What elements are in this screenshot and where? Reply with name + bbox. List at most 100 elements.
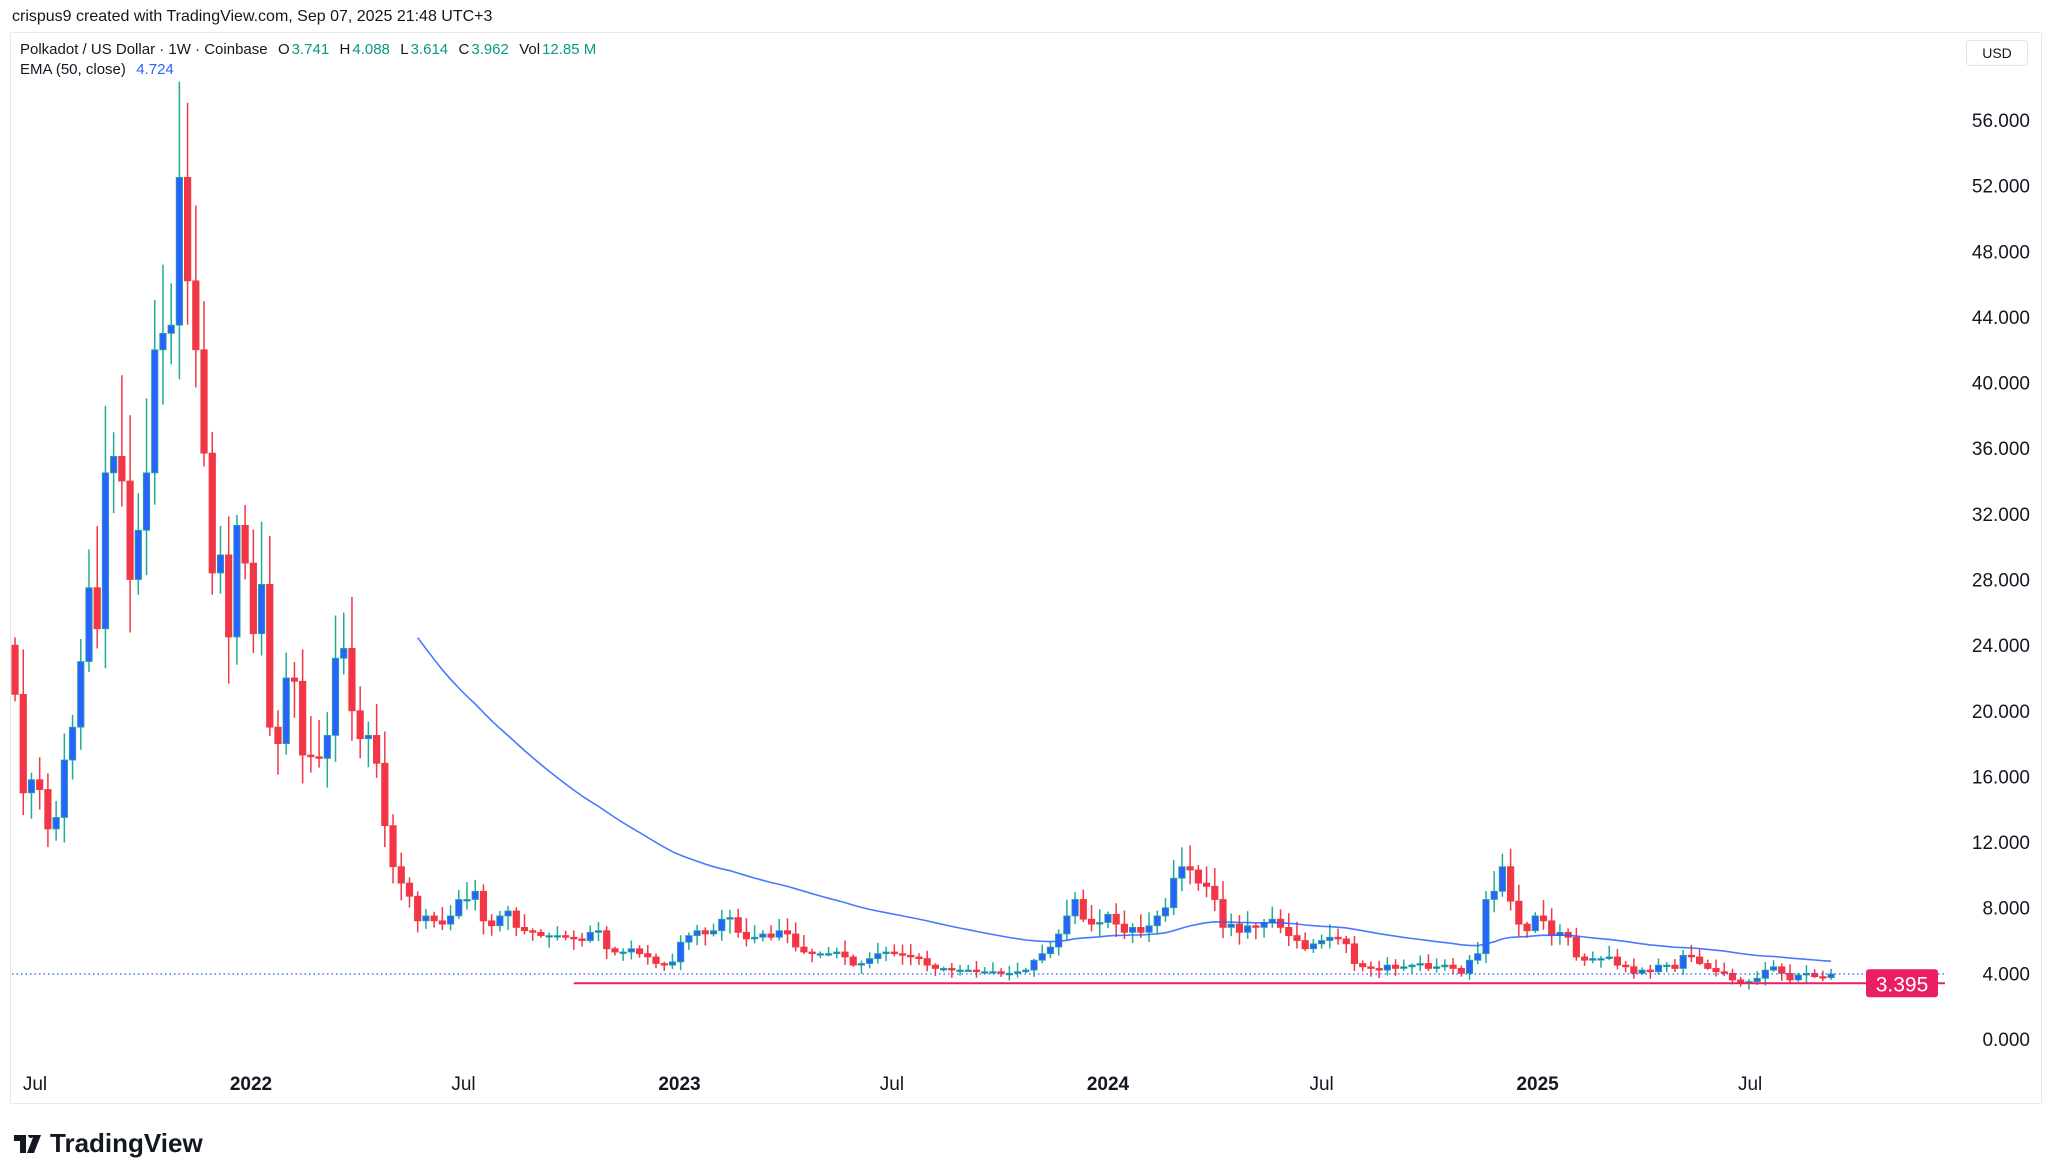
candle-up [1679,954,1687,969]
candle-up [866,958,874,964]
candle-up [816,953,824,956]
candle-up [85,587,93,662]
candle-up [726,917,734,920]
candle-down [611,948,619,953]
candle-down [405,882,414,897]
candle-down [241,524,249,564]
candle-down [800,946,808,953]
candle-down [11,644,19,695]
candle-up [685,935,693,943]
candle-up [874,953,882,959]
candle-down [438,920,446,925]
candle-up [989,971,997,974]
candle-down [742,931,750,940]
candle-up [471,890,479,900]
candle-down [1819,976,1827,979]
candle-up [151,349,159,474]
candle-down [1515,900,1523,925]
candle-up [1309,943,1317,950]
y-tick-label: 16.000 [1972,767,2030,788]
candle-up [364,735,372,740]
candle-down [997,971,1005,974]
candle-up [1589,958,1597,961]
ema-value: 4.724 [136,61,174,78]
candle-down [1622,964,1630,968]
candle-up [1046,946,1055,955]
candle-up [1145,925,1153,933]
candle-down [1523,923,1531,932]
x-tick-label: 2022 [230,1074,272,1095]
x-tick-label: Jul [1309,1074,1333,1095]
y-tick-label: 20.000 [1972,702,2030,723]
candle-up [627,948,635,953]
candle-down [1786,972,1794,981]
y-tick-label: 28.000 [1972,571,2030,592]
candle-up [504,910,512,917]
candle-down [1630,966,1638,974]
candle-down [1334,936,1342,940]
candle-up [142,472,151,531]
candle-down [652,956,660,964]
candle-down [479,890,488,922]
currency-button[interactable]: USD [1966,40,2028,66]
candle-up [1013,971,1022,974]
support-price-label: 3.395 [1876,973,1929,996]
candle-up [882,951,890,955]
y-tick-label: 32.000 [1972,505,2030,526]
candle-down [430,915,438,922]
candle-up [1096,922,1104,925]
y-tick-label: 48.000 [1972,242,2030,263]
candle-down [373,735,381,764]
candle-up [1318,940,1326,945]
candle-down [1087,918,1096,925]
low-value: 3.614 [410,41,449,58]
open-value: 3.741 [291,41,330,58]
candle-down [1572,936,1580,958]
candle-up [775,930,783,938]
candle-up [668,961,677,966]
candle-down [660,963,668,966]
candle-up [1753,977,1761,982]
candle-up [1416,963,1424,966]
candle-up [857,963,866,966]
candle-down [1285,927,1293,937]
symbol-title[interactable]: Polkadot / US Dollar · 1W · Coinbase [20,41,268,58]
candle-down [1778,966,1786,974]
candle-down [701,930,709,935]
x-tick-label: Jul [451,1074,475,1095]
candle-up [134,529,142,580]
candle-up [1474,953,1482,961]
chart-panel[interactable] [10,32,2042,1104]
x-tick-label: 2025 [1516,1074,1559,1095]
candle-up [718,918,726,932]
x-tick-label: Jul [23,1074,47,1095]
tradingview-logo[interactable]: TradingView [14,1128,203,1159]
candle-down [915,956,923,959]
candle-up [833,951,841,955]
candle-up [586,931,594,941]
candle-down [792,933,800,948]
candle-down [1696,956,1704,964]
candle-down [93,587,101,630]
x-tick-label: Jul [1738,1074,1762,1095]
y-tick-label: 56.000 [1972,111,2030,132]
candle-down [1391,964,1400,969]
candle-down [44,789,52,830]
x-tick-label: 2024 [1087,1074,1130,1095]
logo-text: TradingView [50,1128,203,1158]
candle-up [1605,956,1613,959]
candle-down [1186,866,1194,871]
candle-up [981,971,989,974]
candle-up [233,524,241,638]
y-tick-label: 24.000 [1972,636,2030,657]
candle-up [216,554,225,574]
candle-down [381,762,389,827]
candle-up [1063,915,1071,935]
candle-down [208,452,216,574]
candle-down [1202,882,1211,887]
candle-down [1457,968,1465,974]
ema-label[interactable]: EMA (50, close) [20,61,126,78]
candle-up [159,332,167,351]
candle-up [594,930,603,933]
